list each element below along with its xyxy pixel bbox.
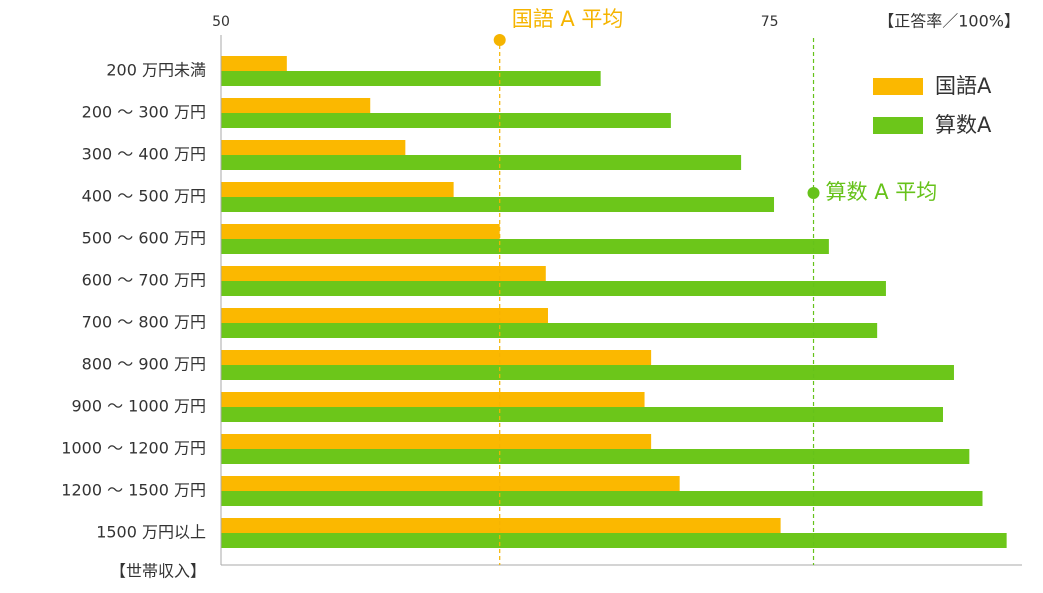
bar (221, 476, 680, 491)
bar (221, 407, 943, 422)
bar (221, 182, 454, 197)
y-tick-label: 700 〜 800 万円 (82, 313, 206, 332)
x-tick-label: 50 (212, 14, 230, 30)
legend-label: 算数A (935, 113, 992, 137)
legend-label: 国語A (935, 74, 992, 98)
y-tick-label: 1500 万円以上 (96, 523, 206, 542)
bar (221, 350, 652, 365)
bar (221, 392, 645, 407)
bar (221, 56, 287, 71)
y-tick-label: 800 〜 900 万円 (82, 355, 206, 374)
bar (221, 239, 829, 254)
bar (221, 308, 548, 323)
bar (221, 281, 886, 296)
y-tick-label: 500 〜 600 万円 (82, 229, 206, 248)
bar (221, 323, 878, 338)
bar (221, 155, 742, 170)
x-unit-label: 【正答率／100%】 (878, 12, 1020, 31)
reference-dot (807, 187, 820, 199)
bar (221, 518, 781, 533)
y-tick-label: 600 〜 700 万円 (82, 271, 206, 290)
y-tick-label: 1000 〜 1200 万円 (61, 439, 206, 458)
bar (221, 197, 775, 212)
y-axis-label: 【世帯収入】 (110, 562, 206, 581)
legend-swatch (873, 78, 923, 95)
y-tick-label: 200 〜 300 万円 (82, 103, 206, 122)
x-tick-label: 75 (761, 14, 779, 30)
bar (221, 449, 970, 464)
y-tick-label: 400 〜 500 万円 (82, 187, 206, 206)
bar (221, 98, 371, 113)
reference-dot (493, 34, 506, 46)
legend-swatch (873, 117, 923, 134)
bar (221, 533, 1007, 548)
bar (221, 434, 652, 449)
y-tick-label: 1200 〜 1500 万円 (61, 481, 206, 500)
y-tick-label: 300 〜 400 万円 (82, 145, 206, 164)
reference-label: 算数 A 平均 (826, 180, 938, 204)
bar (221, 224, 500, 239)
bar (221, 365, 954, 380)
bar (221, 140, 406, 155)
y-tick-label: 900 〜 1000 万円 (71, 397, 206, 416)
y-tick-label: 200 万円未満 (106, 61, 206, 80)
bar (221, 113, 671, 128)
bar (221, 266, 546, 281)
bar (221, 71, 601, 86)
reference-label: 国語 A 平均 (512, 7, 624, 31)
bar (221, 491, 983, 506)
